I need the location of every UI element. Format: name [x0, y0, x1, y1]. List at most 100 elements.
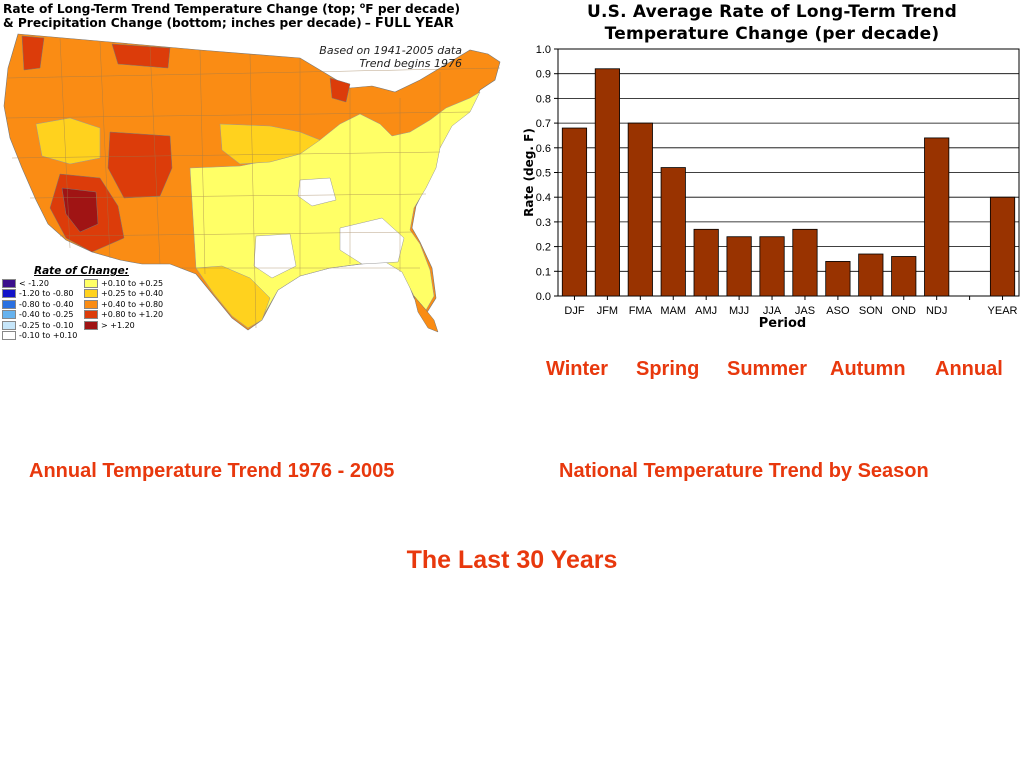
map-note-data-range: Based on 1941-2005 data	[319, 44, 462, 57]
legend-title: Rate of Change:	[34, 265, 129, 277]
bar-fma	[627, 122, 653, 297]
x-tick-label: AMJ	[695, 305, 717, 317]
legend-swatch	[84, 320, 98, 330]
seasonal-trend-chart-panel: U.S. Average Rate of Long-Term Trend Tem…	[512, 0, 1024, 340]
map-region-orange-florida	[413, 295, 439, 333]
map-title-line1: Rate of Long-Term Trend Temperature Chan…	[3, 1, 461, 17]
map-note-trend-start: Trend begins 1976	[359, 57, 462, 70]
map-region-red-greatlakes	[329, 77, 351, 103]
legend-swatch	[2, 278, 16, 288]
legend-label: > +1.20	[101, 320, 135, 330]
bar-jas	[792, 228, 818, 297]
legend-swatch	[2, 299, 16, 309]
y-tick-label: 0.9	[536, 69, 551, 81]
season-label-winter: Winter	[546, 358, 609, 380]
chart-title-line2: Temperature Change (per decade)	[604, 24, 940, 44]
map-title-line2: & Precipitation Change (bottom; inches p…	[3, 16, 454, 31]
legend-item: < -1.20	[2, 278, 49, 288]
legend-swatch	[2, 310, 16, 319]
y-tick-label: 0.5	[536, 168, 551, 180]
map-region-white-2	[339, 217, 405, 265]
bar-mjj	[726, 236, 752, 297]
x-tick-label: DJF	[564, 305, 584, 317]
legend-label: -0.10 to +0.10	[19, 331, 78, 340]
x-axis-label: Period	[759, 316, 806, 331]
map-division-lines	[5, 37, 501, 329]
legend-swatch	[2, 320, 16, 330]
x-tick-label: ASO	[826, 305, 850, 317]
map-region-red-north	[111, 43, 171, 69]
legend-label: +0.25 to +0.40	[101, 289, 164, 298]
season-label-annual: Annual	[935, 358, 1003, 380]
x-tick-label: JFM	[597, 305, 618, 317]
legend-swatch	[2, 331, 16, 340]
y-tick-label: 0.2	[536, 242, 551, 254]
season-label-summer: Summer	[727, 358, 808, 380]
bar-jja	[759, 236, 785, 297]
x-tick-label: MJJ	[729, 305, 749, 317]
legend-swatch	[84, 289, 98, 298]
legend-item: +0.40 to +0.80	[84, 299, 163, 309]
bar-year	[989, 196, 1016, 297]
bar-jfm	[594, 68, 620, 297]
y-tick-label: 0.6	[536, 143, 551, 155]
season-label-spring: Spring	[636, 358, 700, 380]
legend-label: +0.80 to +1.20	[101, 310, 164, 319]
seasonal-bar-chart: 0.0 0.1 0.2 0.3 0.4 0.5 0.6 0.7 0.8 0.9 1.0 DJF JFM F…	[522, 44, 1020, 331]
bar-djf	[561, 127, 588, 297]
x-tick-label: NDJ	[926, 305, 947, 317]
map-legend: Rate of Change: < -1.20 -1.20 to -0.80 -0.…	[0, 264, 163, 344]
page-title: The Last 30 Years	[406, 546, 618, 574]
x-tick-label: SON	[859, 305, 883, 317]
legend-item: -0.80 to -0.40	[2, 299, 74, 309]
legend-item: -0.25 to -0.10	[2, 320, 74, 330]
legend-label: -1.20 to -0.80	[19, 289, 74, 298]
map-region-white-1	[297, 177, 337, 207]
legend-item: -0.10 to +0.10	[2, 331, 77, 341]
y-axis-label: Rate (deg. F)	[522, 128, 536, 217]
y-tick-label: 0.8	[536, 93, 551, 105]
legend-item: > +1.20	[84, 320, 135, 330]
full-year-label: FULL YEAR	[374, 16, 454, 31]
legend-label: +0.40 to +0.80	[101, 299, 164, 309]
legend-label: -0.80 to -0.40	[19, 299, 74, 309]
chart-title-line1: U.S. Average Rate of Long-Term Trend	[587, 2, 957, 22]
legend-label: < -1.20	[19, 278, 49, 288]
map-caption: Annual Temperature Trend 1976 - 2005	[29, 460, 395, 482]
x-tick-label: JJA	[763, 305, 782, 317]
legend-item: +0.10 to +0.25	[84, 278, 163, 288]
map-region-darkred-arizona	[61, 187, 99, 233]
legend-swatch	[84, 278, 98, 288]
y-tick-label: 0.3	[536, 217, 551, 229]
x-tick-label: JAS	[795, 305, 815, 317]
x-tick-label: YEAR	[988, 305, 1018, 317]
legend-item: +0.25 to +0.40	[84, 289, 163, 299]
map-region-red-northwest	[21, 35, 45, 71]
y-tick-label: 0.4	[536, 192, 551, 204]
bar-ond	[891, 256, 917, 297]
bar-mam	[660, 167, 686, 297]
x-tick-label: OND	[892, 305, 917, 317]
x-tick-label: MAM	[660, 305, 686, 317]
y-tick-label: 0.1	[536, 266, 551, 278]
temperature-trend-map-panel: Rate of Long-Term Trend Temperature Chan…	[0, 0, 512, 344]
bar-ndj	[924, 137, 950, 297]
bar-son	[858, 253, 884, 297]
season-label-autumn: Autumn	[830, 358, 906, 380]
y-tick-label: 1.0	[536, 44, 551, 56]
bar-aso	[825, 261, 851, 297]
legend-label: -0.25 to -0.10	[19, 320, 74, 330]
y-tick-label: 0.0	[536, 291, 551, 303]
legend-swatch	[84, 310, 98, 319]
bar-amj	[693, 228, 719, 297]
legend-swatch	[84, 299, 98, 309]
us-temperature-trend-map	[3, 33, 501, 333]
map-region-gold-south	[195, 265, 271, 329]
legend-label: -0.40 to -0.25	[19, 310, 74, 319]
y-tick-label: 0.7	[536, 118, 551, 130]
x-tick-label: FMA	[629, 305, 653, 317]
legend-item: -0.40 to -0.25	[2, 310, 74, 320]
legend-swatch	[2, 289, 16, 298]
legend-label: +0.10 to +0.25	[101, 278, 164, 288]
map-region-gold-west	[35, 117, 101, 165]
